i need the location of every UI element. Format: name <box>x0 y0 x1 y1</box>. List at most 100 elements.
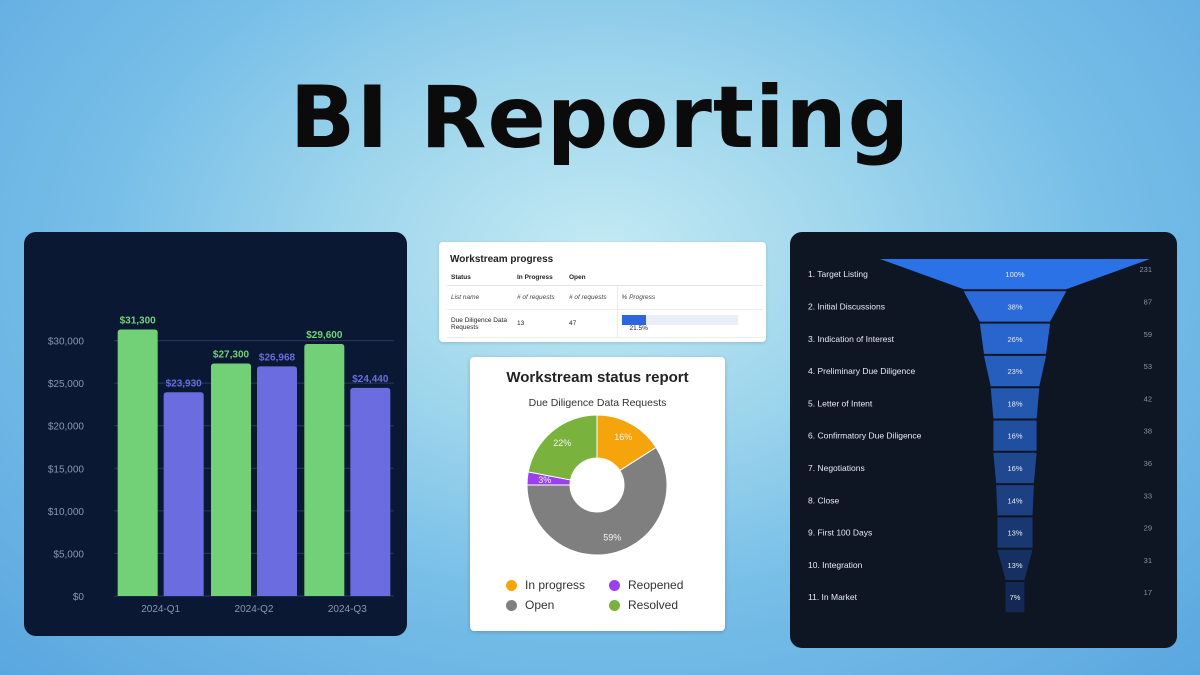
bar-value-label: $23,930 <box>166 378 203 389</box>
y-tick-label: $5,000 <box>53 549 84 560</box>
funnel-stage <box>990 388 1040 419</box>
funnel-percent-label: 7% <box>1010 593 1021 602</box>
y-tick-label: $25,000 <box>48 379 85 390</box>
y-tick-label: $20,000 <box>48 422 85 433</box>
legend-swatch <box>609 579 620 591</box>
x-tick-label: 2024-Q1 <box>141 604 180 615</box>
bar <box>304 343 345 596</box>
legend-label: Resolved <box>628 598 679 612</box>
y-tick-label: $0 <box>73 592 85 603</box>
funnel-count-label: 33 <box>1144 491 1152 500</box>
funnel-count-label: 36 <box>1144 459 1152 468</box>
page-title: BI Reporting <box>289 68 911 168</box>
funnel-stage <box>996 485 1034 516</box>
row-in-progress: 13 <box>513 309 565 339</box>
quarterly-bar-chart: $0 $5,000 $10,000 $15,000 $20,000 $25,000 $30,… <box>24 232 407 636</box>
funnel-stage-label: 9. First 100 Days <box>808 528 872 538</box>
x-tick-label: 2024-Q3 <box>328 604 367 615</box>
funnel-count-label: 38 <box>1144 427 1152 436</box>
legend-swatch <box>506 599 517 611</box>
bar-value-label: $29,600 <box>306 330 343 341</box>
funnel-stage-label: 4. Preliminary Due Diligence <box>808 366 916 376</box>
workstream-progress-title: Workstream progress <box>450 254 554 265</box>
funnel-percent-label: 16% <box>1007 464 1022 473</box>
funnel-percent-label: 16% <box>1007 432 1022 441</box>
column-open: Open <box>565 270 617 286</box>
funnel-percent-label: 13% <box>1007 529 1022 538</box>
x-tick-label: 2024-Q2 <box>235 604 274 615</box>
funnel-stage <box>993 420 1037 451</box>
funnel-stage <box>963 291 1067 322</box>
legend-swatch <box>506 579 517 591</box>
legend-swatch <box>609 599 620 611</box>
bar-chart-svg: $0 $5,000 $10,000 $15,000 $20,000 $25,000 $30,… <box>48 316 394 615</box>
funnel-stage <box>979 323 1051 354</box>
funnel-stage <box>997 549 1033 580</box>
subheader-requests: # of requests <box>513 285 565 310</box>
funnel-count-label: 31 <box>1144 556 1152 565</box>
funnel-count-label: 29 <box>1144 524 1152 533</box>
row-progress-cell: 21.5% <box>616 309 763 339</box>
bar <box>211 363 251 596</box>
funnel-count-label: 42 <box>1144 394 1152 403</box>
funnel-stage <box>1005 582 1025 613</box>
legend-item-in-progress[interactable]: In progress <box>506 578 585 592</box>
row-open: 47 <box>565 309 617 339</box>
funnel-count-label: 53 <box>1144 362 1152 371</box>
deal-funnel-chart: 1. Target Listing 100% 231 2. Initial Discu… <box>790 232 1177 648</box>
funnel-percent-label: 23% <box>1007 367 1022 376</box>
column-status: Status <box>447 270 513 286</box>
bar <box>257 366 297 596</box>
progress-bar <box>621 315 738 325</box>
bar <box>163 392 204 596</box>
row-name: Due Diligence Data Requests <box>447 309 513 339</box>
workstream-status-card: Workstream status report Due Diligence D… <box>470 357 725 631</box>
donut-subtitle: Due Diligence Data Requests <box>528 397 667 409</box>
legend-label: Open <box>525 598 555 612</box>
workstream-progress-table: Status In Progress Open List name # of r… <box>447 270 763 339</box>
funnel-count-label: 231 <box>1139 265 1152 274</box>
funnel-stage-label: 10. Integration <box>808 560 863 570</box>
legend-item-open[interactable]: Open <box>506 598 554 612</box>
column-progress <box>617 270 763 286</box>
funnel-count-label: 17 <box>1144 588 1152 597</box>
funnel-stage <box>997 517 1033 548</box>
y-tick-label: $15,000 <box>48 464 85 475</box>
bar-value-label: $26,968 <box>259 352 296 363</box>
funnel-stage-label: 7. Negotiations <box>808 463 865 473</box>
funnel-count-label: 87 <box>1144 297 1152 306</box>
legend-item-resolved[interactable]: Resolved <box>609 598 678 612</box>
funnel-count-label: 59 <box>1144 330 1152 339</box>
slice-label: 16% <box>614 432 632 442</box>
funnel-stage-label: 8. Close <box>808 495 839 505</box>
funnel-percent-label: 13% <box>1007 561 1022 570</box>
y-tick-label: $10,000 <box>48 507 85 518</box>
y-tick-label: $30,000 <box>48 337 85 348</box>
funnel-percent-label: 100% <box>1005 270 1025 279</box>
funnel-stage-label: 11. In Market <box>808 592 858 602</box>
funnel-stage-label: 5. Letter of Intent <box>808 398 873 408</box>
funnel-percent-label: 26% <box>1007 335 1022 344</box>
bar-value-label: $27,300 <box>213 350 250 361</box>
bar-value-label: $31,300 <box>120 316 157 327</box>
donut-title: Workstream status report <box>506 369 689 386</box>
legend-label: Reopened <box>628 578 684 592</box>
funnel-stage <box>993 452 1037 484</box>
slice-label: 3% <box>538 475 551 485</box>
funnel-percent-label: 14% <box>1007 496 1022 505</box>
donut-slice <box>527 414 598 481</box>
table-row[interactable]: Due Diligence Data Requests 13 47 21.5% <box>447 309 763 339</box>
slice-label: 22% <box>553 438 571 448</box>
legend-item-reopened[interactable]: Reopened <box>609 578 683 592</box>
funnel-stage-label: 1. Target Listing <box>808 269 868 279</box>
slice-label: 59% <box>603 532 621 542</box>
legend-label: In progress <box>525 578 586 592</box>
bar-value-label: $24,440 <box>352 374 389 385</box>
subheader-requests: # of requests <box>565 285 617 310</box>
subheader-list-name: List name <box>447 285 513 310</box>
workstream-progress-card: Workstream progress Status In Progress O… <box>439 242 766 342</box>
funnel-stage <box>983 355 1047 387</box>
funnel-stage-label: 3. Indication of Interest <box>808 334 895 344</box>
bar <box>117 329 158 596</box>
donut-slice <box>526 446 668 556</box>
